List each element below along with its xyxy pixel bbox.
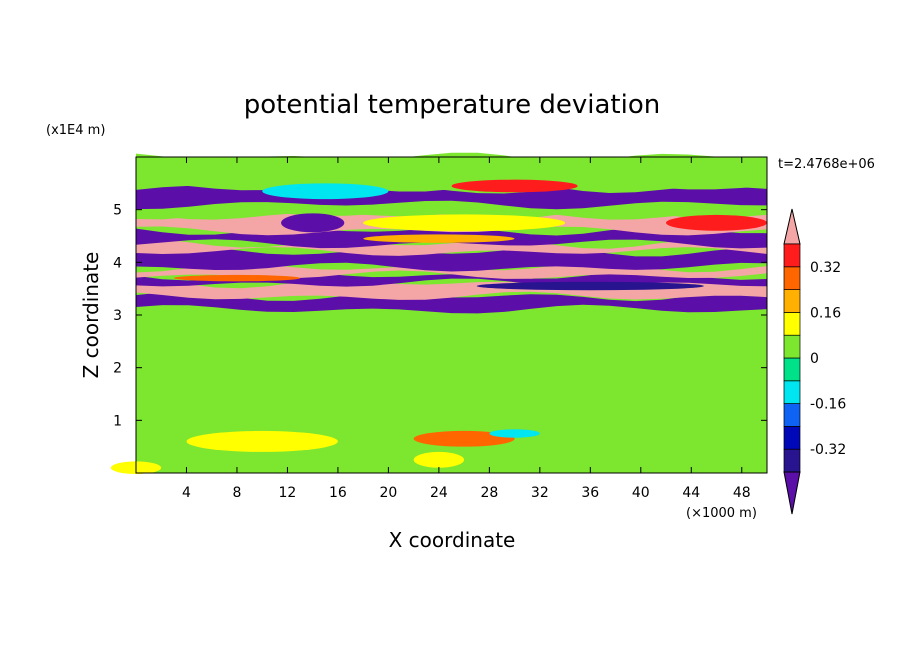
heatmap-feature	[476, 281, 704, 291]
time-label: t=2.4768e+06	[778, 157, 875, 172]
heatmap-feature	[262, 183, 389, 200]
heatmap-feature	[413, 451, 465, 468]
colorbar-box	[783, 426, 801, 450]
heatmap-layer	[136, 247, 767, 272]
colorbar-box	[783, 403, 801, 427]
heatmap-feature	[666, 214, 768, 231]
colorbar-box	[783, 243, 801, 268]
chart-title: potential temperature deviation	[244, 90, 660, 120]
colorbar-box	[783, 266, 801, 290]
y-axis-ticks: 1 2 3 4 5	[113, 203, 767, 429]
x-tick-label: 4	[182, 485, 191, 501]
y-tick-label: 2	[113, 361, 122, 377]
x-tick-label: 28	[480, 485, 498, 501]
x-tick-label: 12	[279, 485, 297, 501]
heatmap-layers	[136, 152, 767, 470]
x-tick-label: 24	[430, 485, 448, 501]
heatmap-layer	[136, 239, 767, 256]
x-tick-label: 8	[232, 485, 241, 501]
colorbar-box	[783, 357, 801, 382]
colorbar-box	[783, 312, 801, 336]
x-tick-label: 48	[733, 485, 751, 501]
colorbar-top-arrow	[783, 208, 801, 245]
colorbar: 0.32 0.16 0 -0.16 -0.32	[783, 208, 846, 515]
y-axis-label: Z coordinate	[79, 252, 103, 379]
y-tick-label: 5	[113, 203, 122, 219]
colorbar-box	[783, 334, 801, 359]
x-unit-label: (×1000 m)	[686, 506, 757, 521]
heatmap-feature	[281, 213, 345, 233]
colorbar-box	[783, 448, 801, 473]
colorbar-tick-label: 0.16	[810, 305, 841, 321]
x-tick-label: 44	[682, 485, 700, 501]
colorbar-bottom-arrow	[783, 471, 801, 515]
heatmap-feature	[186, 430, 338, 452]
x-tick-label: 16	[329, 485, 347, 501]
heatmap-feature	[413, 430, 515, 447]
heatmap-feature	[363, 234, 515, 243]
x-tick-label: 40	[632, 485, 650, 501]
y-tick-label: 1	[113, 413, 122, 429]
heatmap-feature	[173, 274, 301, 282]
x-tick-label: 32	[531, 485, 549, 501]
colorbar-tick-label: -0.16	[810, 397, 846, 413]
x-tick-label: 36	[581, 485, 599, 501]
colorbar-box	[783, 380, 801, 404]
x-axis-ticks: 4 8 12 16 20 24 28 32 36 40 44 48	[182, 157, 751, 501]
heatmap-feature	[489, 429, 540, 438]
colorbar-tick-label: 0	[810, 351, 819, 367]
y-tick-label: 3	[113, 308, 122, 324]
y-unit-label: (x1E4 m)	[46, 123, 105, 138]
heatmap-feature	[451, 179, 578, 193]
colorbar-tick-label: -0.32	[810, 442, 846, 458]
colorbar-box	[783, 289, 801, 313]
heatmap-layer	[136, 305, 767, 470]
y-tick-label: 4	[113, 255, 122, 271]
x-axis-label: X coordinate	[389, 528, 516, 552]
heatmap-layer	[136, 152, 767, 194]
colorbar-tick-label: 0.32	[810, 260, 841, 276]
x-tick-label: 20	[379, 485, 397, 501]
heatmap-feature	[363, 214, 566, 232]
heatmap-layer	[136, 291, 767, 314]
